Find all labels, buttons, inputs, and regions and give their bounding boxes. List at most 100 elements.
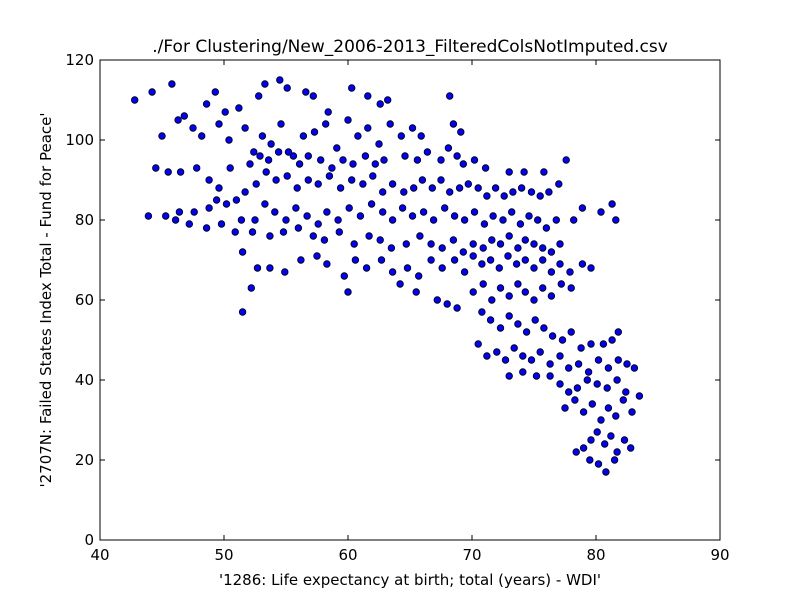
data-point xyxy=(573,384,582,392)
data-point xyxy=(449,120,458,128)
data-point xyxy=(267,140,275,148)
data-point xyxy=(423,148,432,156)
data-point xyxy=(375,140,383,148)
data-point xyxy=(480,220,489,228)
data-point xyxy=(189,124,197,132)
data-point xyxy=(597,416,605,424)
data-point xyxy=(144,212,153,220)
data-point xyxy=(521,288,529,296)
data-point xyxy=(474,340,482,348)
data-point xyxy=(514,320,522,328)
data-point xyxy=(496,240,505,248)
data-point xyxy=(294,224,303,232)
data-point xyxy=(584,368,593,376)
data-point xyxy=(418,176,427,184)
x-tick-label: 40 xyxy=(90,546,109,564)
data-point xyxy=(613,448,621,456)
data-point xyxy=(470,208,479,216)
data-point xyxy=(320,236,329,244)
data-point xyxy=(478,308,486,316)
data-point xyxy=(587,264,595,272)
data-point xyxy=(388,268,397,276)
data-point xyxy=(387,244,396,252)
data-point xyxy=(539,256,547,264)
data-point xyxy=(586,456,594,464)
data-point xyxy=(379,208,387,216)
data-point xyxy=(256,152,264,160)
data-point xyxy=(386,120,394,128)
data-point xyxy=(556,352,564,360)
data-point xyxy=(479,280,487,288)
data-point xyxy=(417,132,425,140)
data-point xyxy=(164,168,172,176)
data-point xyxy=(443,300,451,308)
data-point xyxy=(396,280,404,288)
data-point xyxy=(505,232,513,240)
y-tick-label: 0 xyxy=(84,531,94,549)
data-point xyxy=(266,232,274,240)
data-point xyxy=(558,336,567,344)
data-point xyxy=(174,116,182,124)
data-point xyxy=(238,248,247,256)
data-point xyxy=(359,180,367,188)
data-point xyxy=(565,388,573,396)
data-point xyxy=(536,348,544,356)
data-point xyxy=(610,456,619,464)
data-point xyxy=(536,192,544,200)
data-point xyxy=(152,164,160,172)
data-point xyxy=(622,388,630,396)
x-tick-label: 80 xyxy=(586,546,605,564)
data-point xyxy=(408,124,417,132)
data-point xyxy=(501,356,510,364)
data-point xyxy=(180,112,188,120)
data-point xyxy=(566,268,574,276)
data-point xyxy=(453,152,461,160)
data-point xyxy=(388,180,397,188)
data-point xyxy=(376,236,384,244)
data-point xyxy=(483,352,491,360)
data-point xyxy=(574,360,583,368)
data-point xyxy=(428,184,436,192)
data-point xyxy=(489,212,497,220)
data-point xyxy=(587,340,595,348)
x-tick-label: 60 xyxy=(338,546,357,564)
data-point xyxy=(495,264,503,272)
data-point xyxy=(630,364,639,372)
data-point xyxy=(604,404,613,412)
data-point xyxy=(335,228,343,236)
data-point xyxy=(459,160,467,168)
data-point xyxy=(527,356,536,364)
data-point xyxy=(211,88,219,96)
data-point xyxy=(361,152,370,160)
data-point xyxy=(571,396,579,404)
data-point xyxy=(336,184,345,192)
data-point xyxy=(237,216,246,224)
data-point xyxy=(520,168,528,176)
data-point xyxy=(345,204,353,212)
data-point xyxy=(525,212,533,220)
data-point xyxy=(364,124,372,132)
x-axis-label: '1286: Life expectancy at birth; total (… xyxy=(219,571,601,589)
data-point xyxy=(276,76,284,84)
data-point xyxy=(205,176,213,184)
data-point xyxy=(521,236,529,244)
data-point xyxy=(499,216,507,224)
data-point xyxy=(303,212,311,220)
data-point xyxy=(627,444,635,452)
data-point xyxy=(437,176,445,184)
data-point xyxy=(402,240,410,248)
data-point xyxy=(542,224,551,232)
data-point xyxy=(261,80,269,88)
data-point xyxy=(514,244,522,252)
data-point xyxy=(348,176,356,184)
data-point xyxy=(588,400,596,408)
data-point xyxy=(205,204,213,212)
data-point xyxy=(299,132,308,140)
data-point xyxy=(304,176,312,184)
data-point xyxy=(593,380,601,388)
data-point xyxy=(619,396,627,404)
data-point xyxy=(530,240,538,248)
x-tick-label: 50 xyxy=(214,546,233,564)
x-tick-label: 90 xyxy=(710,546,729,564)
data-point xyxy=(557,280,565,288)
